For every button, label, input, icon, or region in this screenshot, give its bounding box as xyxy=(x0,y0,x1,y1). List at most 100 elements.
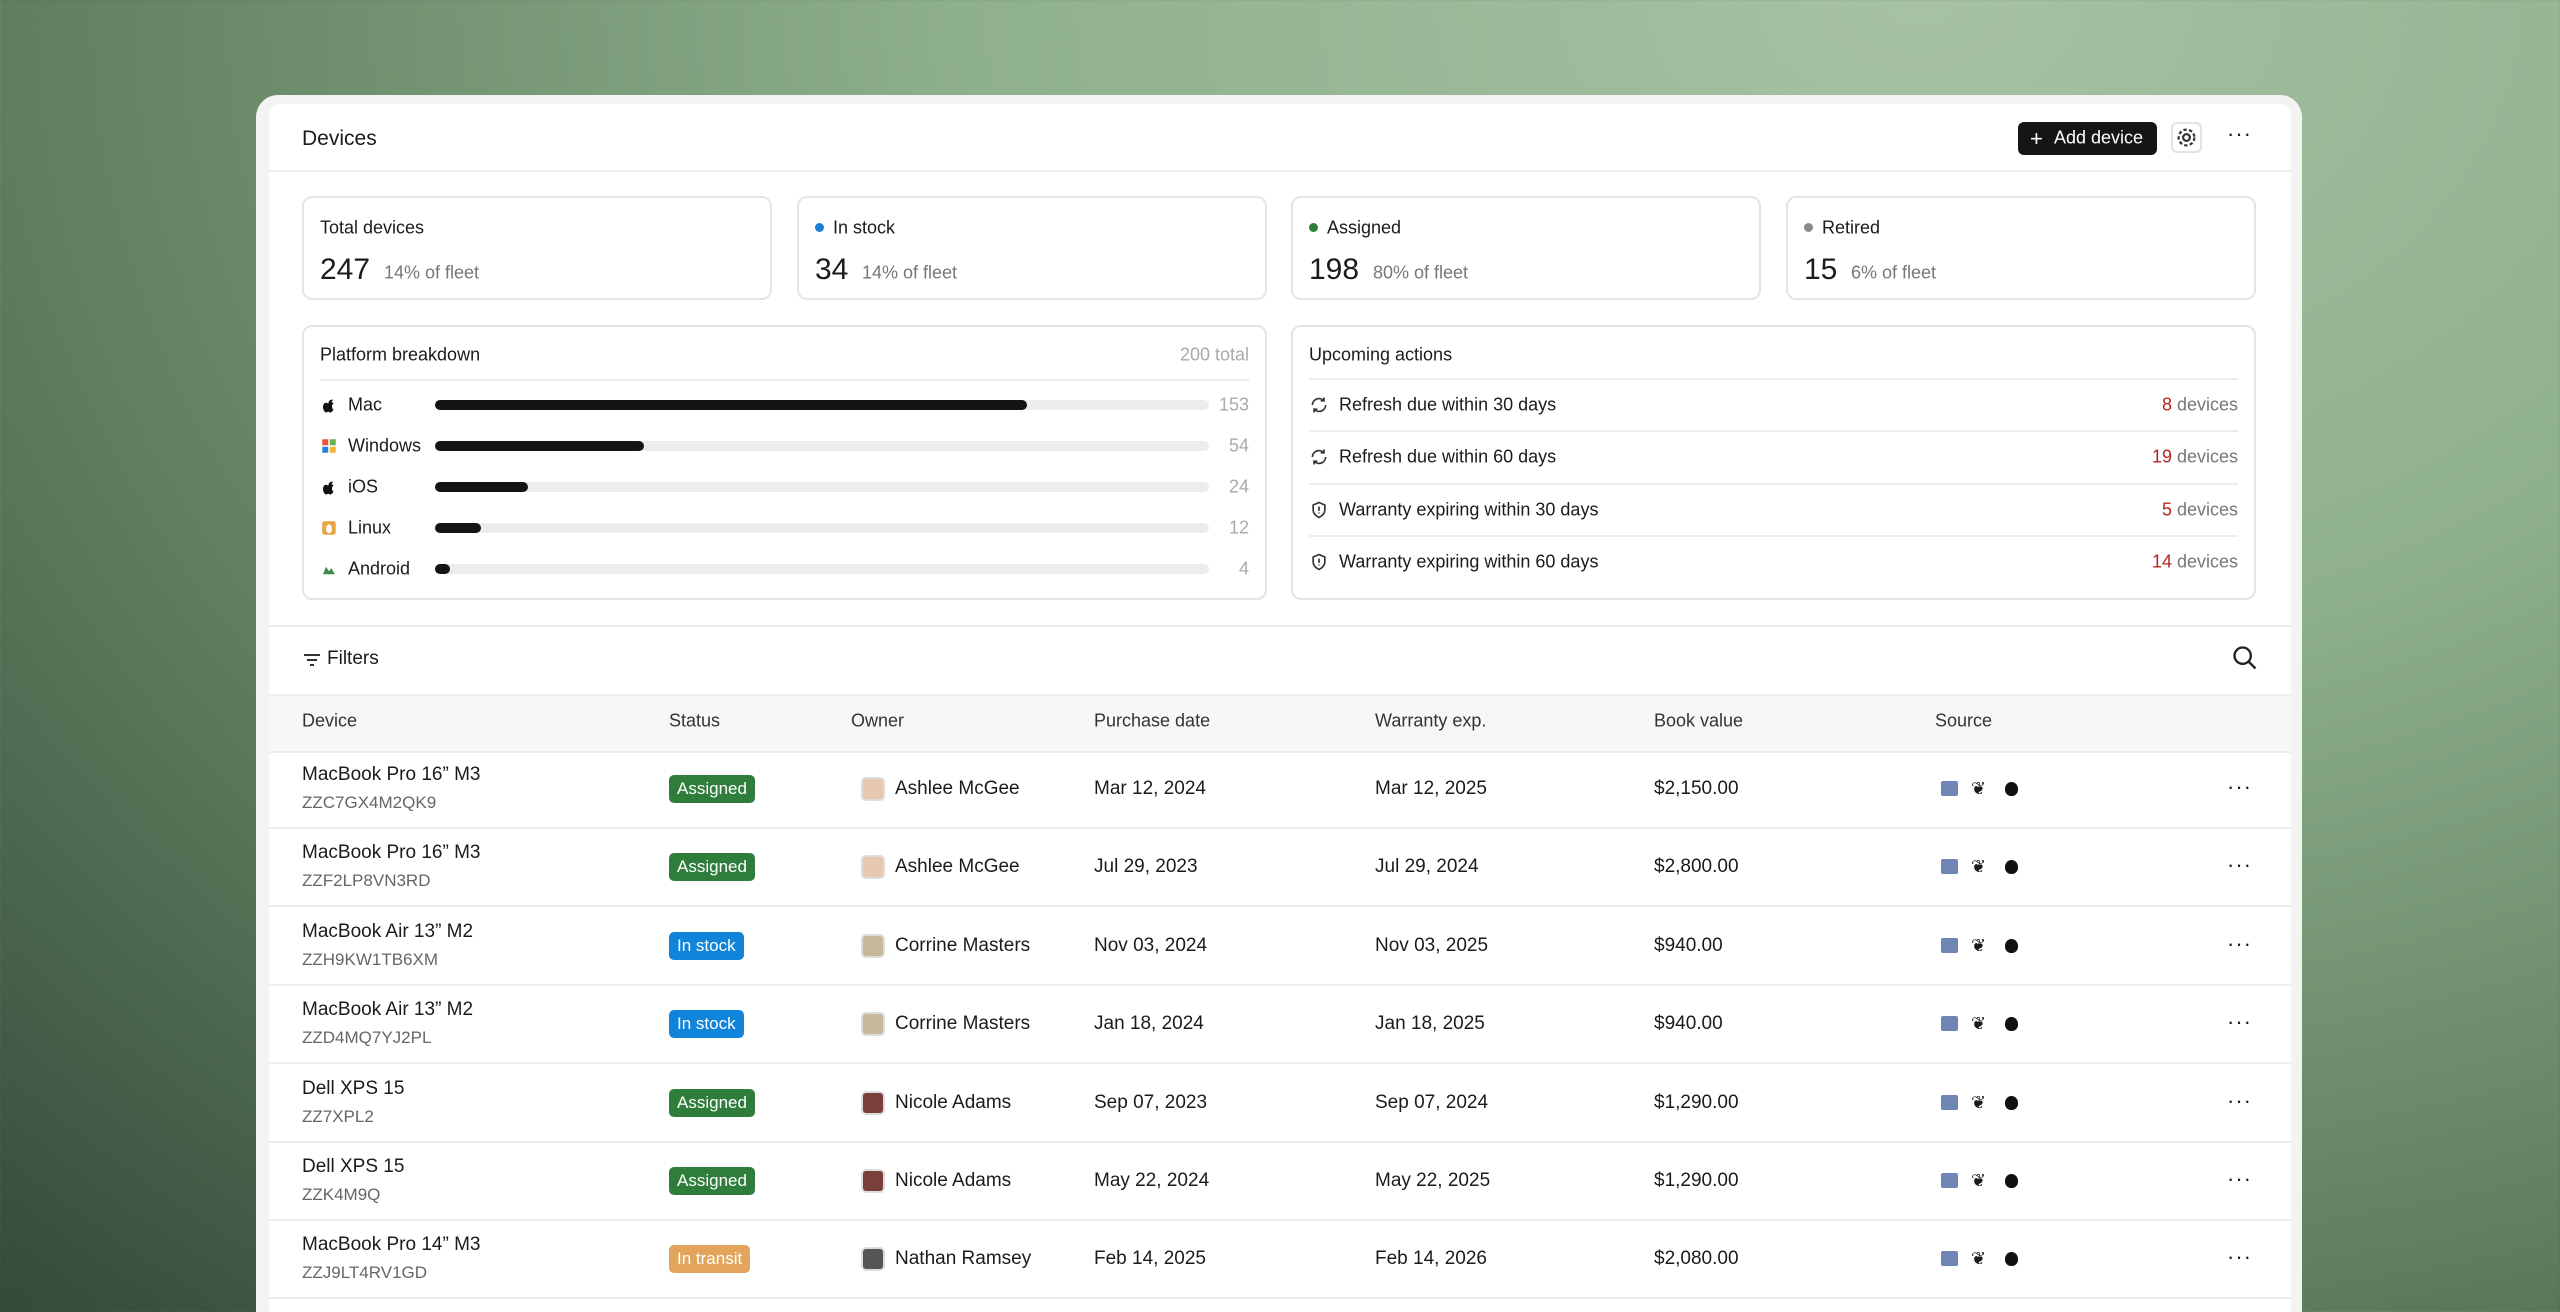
book-value: $2,080.00 xyxy=(1654,1248,1739,1270)
source-icon xyxy=(1941,1251,1958,1267)
stat-value: 34 xyxy=(815,253,849,286)
platform-card: Platform breakdown 200 total Mac 153 Windows… xyxy=(302,325,1267,600)
row-menu[interactable]: ··· xyxy=(2227,1244,2252,1270)
filter-icon xyxy=(304,654,320,666)
book-value: $940.00 xyxy=(1654,1013,1723,1035)
row-menu[interactable]: ··· xyxy=(2227,1087,2252,1113)
platform-name: Android xyxy=(348,558,411,579)
filters-button[interactable]: Filters xyxy=(327,648,379,669)
upcoming-card: Upcoming actions Refresh due within 30 da… xyxy=(1291,325,2256,600)
stat-label: In stock xyxy=(833,217,896,238)
count: 5 xyxy=(2161,499,2172,520)
count: 19 xyxy=(2151,446,2172,467)
settings-button[interactable] xyxy=(2171,122,2202,153)
stat-note: 80% of fleet xyxy=(1373,262,1469,283)
status-badge: In stock xyxy=(669,931,744,960)
owner-name: Nicole Adams xyxy=(895,1170,1012,1191)
bar xyxy=(435,523,482,533)
avatar xyxy=(861,1169,885,1193)
stat-value: 198 xyxy=(1309,253,1360,286)
owner-name: Nicole Adams xyxy=(895,1091,1012,1113)
card-title: Platform breakdown xyxy=(320,344,481,365)
action-label: Refresh due within 30 days xyxy=(1339,394,1557,415)
bar-track xyxy=(435,523,1209,533)
source-icon: ❦ xyxy=(1971,935,1987,956)
action-label: Warranty expiring within 60 days xyxy=(1339,551,1599,572)
book-value: $1,290.00 xyxy=(1654,1170,1739,1191)
platform-icon xyxy=(323,566,335,575)
book-value: $940.00 xyxy=(1654,934,1723,956)
device-name: MacBook Pro 16” M3 xyxy=(302,842,481,864)
refresh-icon xyxy=(1311,449,1327,465)
unit: devices xyxy=(2176,394,2238,415)
source-icon xyxy=(2005,1252,2018,1267)
owner-name: Corrine Masters xyxy=(895,1013,1031,1035)
button-label: Add device xyxy=(2054,127,2144,148)
shield-icon xyxy=(1312,501,1326,519)
table-header xyxy=(269,694,2291,753)
row-divider xyxy=(269,1297,2291,1300)
row-divider xyxy=(269,905,2291,908)
platform-value: 24 xyxy=(1228,476,1249,497)
stat-note: 6% of fleet xyxy=(1851,262,1937,283)
purchase-date: Mar 12, 2024 xyxy=(1094,778,1206,799)
warranty-date: Feb 14, 2026 xyxy=(1375,1248,1487,1270)
row-menu[interactable]: ··· xyxy=(2227,930,2252,956)
source-icon xyxy=(1941,1173,1958,1188)
total-label: 200 total xyxy=(1179,344,1249,365)
unit: devices xyxy=(2176,446,2238,467)
avatar xyxy=(861,933,885,958)
row-menu[interactable]: ··· xyxy=(2227,1009,2252,1035)
source-icon xyxy=(1941,859,1958,875)
stat-card: In stock 34 14% of fleet xyxy=(797,196,1267,300)
row-divider xyxy=(269,983,2291,986)
action-count: 5 devices xyxy=(2162,499,2238,520)
stat-label: Assigned xyxy=(1327,217,1402,238)
platform-name: Windows xyxy=(348,435,422,456)
row-menu[interactable]: ··· xyxy=(2227,1166,2252,1191)
owner-name: Corrine Masters xyxy=(895,934,1031,956)
stat-card: Retired 15 6% of fleet xyxy=(1786,196,2256,300)
row-menu[interactable]: ··· xyxy=(2227,774,2252,799)
owner-name: Nathan Ramsey xyxy=(895,1248,1032,1270)
column-header: Status xyxy=(669,710,721,731)
serial: ZZF2LP8VN3RD xyxy=(302,871,431,891)
add-device-button[interactable]: + Add device xyxy=(2018,122,2157,155)
status-badge: Assigned xyxy=(669,775,755,803)
divider xyxy=(269,625,2291,627)
unit: devices xyxy=(2176,499,2238,520)
stat-card: Total devices 247 14% of fleet xyxy=(302,196,772,300)
source-icon xyxy=(2005,1017,2018,1032)
more-button[interactable]: ··· xyxy=(2227,121,2252,146)
action-label: Warranty expiring within 30 days xyxy=(1339,499,1599,520)
row-divider xyxy=(269,1140,2291,1143)
divider xyxy=(1309,534,2238,537)
device-name: Dell XPS 15 xyxy=(302,1077,405,1099)
source-icon: ❦ xyxy=(1971,1248,1987,1269)
source-icon: ❦ xyxy=(1971,1092,1987,1113)
avatar xyxy=(861,1012,885,1037)
search-icon[interactable] xyxy=(2231,644,2259,672)
row-divider xyxy=(269,1219,2291,1221)
column-header: Purchase date xyxy=(1094,710,1211,731)
purchase-date: May 22, 2024 xyxy=(1094,1170,1210,1191)
source-icon xyxy=(2005,938,2018,953)
source-icon xyxy=(1941,937,1958,953)
bar-track xyxy=(435,564,1209,574)
platform-name: Linux xyxy=(348,517,392,538)
column-header: Warranty exp. xyxy=(1375,710,1487,731)
stat-card: Assigned 198 80% of fleet xyxy=(1291,196,1761,300)
divider xyxy=(1309,378,2238,380)
action-label: Refresh due within 60 days xyxy=(1339,446,1557,467)
divider xyxy=(1309,482,2238,485)
row-divider xyxy=(269,827,2291,829)
serial: ZZD4MQ7YJ2PL xyxy=(302,1028,432,1048)
warranty-date: Jul 29, 2024 xyxy=(1375,856,1479,878)
book-value: $2,150.00 xyxy=(1654,778,1739,799)
bar-track xyxy=(435,482,1209,492)
row-menu[interactable]: ··· xyxy=(2227,852,2252,878)
column-header: Source xyxy=(1935,710,1993,731)
avatar xyxy=(861,777,885,801)
device-name: MacBook Pro 16” M3 xyxy=(302,764,481,785)
